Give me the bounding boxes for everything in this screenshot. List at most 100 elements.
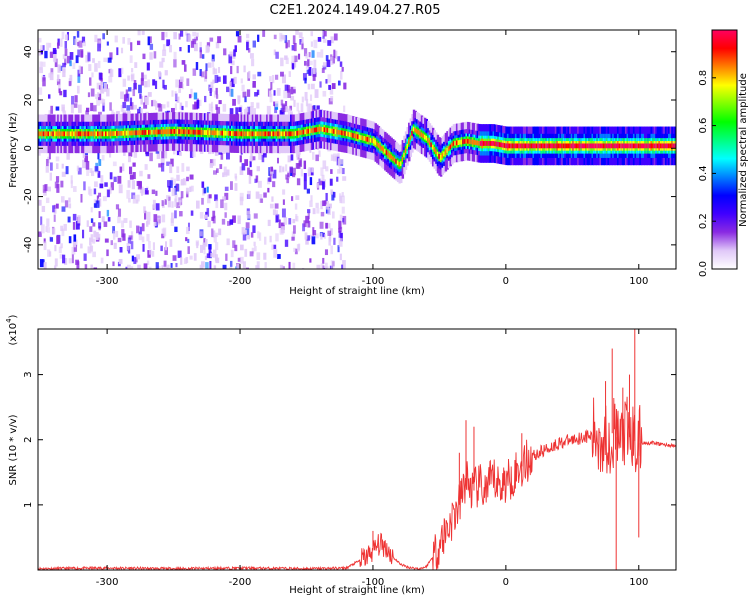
heatmap-ridge-cell — [647, 143, 650, 149]
heatmap-speckle — [190, 88, 193, 98]
heatmap-ridge-cell — [460, 139, 464, 145]
heatmap-speckle — [82, 151, 86, 159]
heatmap-speckle — [101, 154, 105, 161]
heatmap-speckle — [132, 195, 137, 204]
heatmap-speckle — [66, 55, 71, 64]
heatmap-ridge-cell — [89, 131, 92, 137]
heatmap-ridge-cell — [321, 126, 325, 132]
heatmap-speckle — [199, 69, 202, 77]
heatmap-speckle — [201, 197, 204, 205]
heatmap-speckle — [186, 166, 190, 172]
heatmap-speckle — [237, 35, 242, 43]
heatmap-speckle — [186, 78, 190, 86]
heatmap-speckle — [54, 258, 58, 267]
heatmap-ridge-cell — [534, 143, 537, 149]
snr-line — [38, 396, 676, 570]
heatmap-speckle — [93, 267, 98, 269]
heatmap-ridge-cell — [230, 131, 234, 136]
heatmap-speckle — [303, 48, 308, 57]
heatmap-speckle — [275, 210, 279, 216]
heatmap-speckle — [335, 50, 338, 60]
heatmap-speckle — [169, 238, 173, 247]
heatmap-speckle — [171, 90, 174, 97]
heatmap-ridge-cell — [74, 131, 78, 137]
heatmap-ridge-cell — [294, 131, 298, 136]
heatmap-speckle — [279, 228, 284, 235]
heatmap-ridge-cell — [315, 127, 318, 133]
heatmap-speckle — [181, 163, 185, 172]
heatmap-speckle — [341, 192, 344, 198]
heatmap-speckle — [170, 218, 174, 226]
heatmap-speckle — [226, 86, 230, 93]
heatmap-ridge-cell — [615, 143, 618, 149]
heatmap-ridge-cell — [178, 129, 181, 134]
heatmap-speckle — [57, 64, 61, 73]
heatmap-speckle — [121, 229, 125, 238]
heatmap-speckle — [73, 103, 78, 108]
heatmap-speckle — [148, 266, 152, 269]
heatmap-ridge-cell — [192, 129, 196, 135]
heatmap-speckle — [100, 77, 103, 85]
heatmap-speckle — [243, 65, 246, 73]
heatmap-speckle — [320, 167, 324, 176]
heatmap-ridge-cell — [170, 129, 173, 134]
heatmap-ridge-cell — [543, 143, 547, 149]
heatmap-ridge-cell — [191, 129, 194, 135]
heatmap-speckle — [187, 238, 190, 244]
heatmap-speckle — [305, 98, 309, 107]
heatmap-speckle — [257, 180, 262, 188]
heatmap-speckle — [161, 57, 165, 63]
heatmap-speckle — [176, 202, 181, 209]
heatmap-speckle — [212, 215, 216, 224]
heatmap-speckle — [147, 174, 151, 179]
heatmap-ridge-cell — [498, 142, 502, 148]
heatmap-speckle — [259, 232, 262, 241]
heatmap-speckle — [92, 222, 96, 227]
heatmap-ridge-cell — [467, 138, 470, 144]
heatmap-speckle — [132, 162, 136, 167]
heatmap-speckle — [284, 35, 288, 44]
heatmap-ridge-cell — [242, 131, 245, 137]
heatmap-speckle — [52, 228, 56, 235]
heatmap-ridge-cell — [431, 144, 435, 150]
heatmap-speckle — [304, 91, 308, 101]
heatmap-speckle — [309, 200, 313, 208]
heatmap-speckle — [240, 244, 244, 251]
heatmap-ridge-cell — [312, 127, 315, 133]
heatmap-speckle — [245, 267, 249, 269]
heatmap-speckle — [241, 84, 245, 91]
heatmap-speckle — [126, 110, 131, 115]
heatmap-ridge-cell — [104, 131, 108, 137]
heatmap-speckle — [135, 257, 138, 263]
heatmap-speckle — [145, 221, 149, 227]
heatmap-speckle — [284, 84, 289, 91]
heatmap-speckle — [170, 212, 174, 219]
heatmap-speckle — [234, 244, 238, 252]
heatmap-speckle — [230, 88, 234, 97]
heatmap-speckle — [161, 150, 165, 160]
heatmap-speckle — [151, 250, 155, 257]
heatmap-ridge-cell — [589, 143, 593, 149]
heatmap-speckle — [131, 180, 135, 190]
heatmap-speckle — [72, 240, 77, 248]
heatmap-speckle — [187, 34, 192, 42]
heatmap-ridge-cell — [42, 131, 46, 137]
heatmap-speckle — [269, 235, 272, 243]
heatmap-speckle — [277, 254, 281, 259]
heatmap-speckle — [106, 209, 110, 217]
heatmap-speckle — [285, 101, 288, 110]
heatmap-ridge-cell — [360, 135, 363, 140]
heatmap-speckle — [244, 96, 247, 103]
heatmap-speckle — [113, 242, 117, 249]
x-tick-label: -300 — [96, 276, 119, 287]
heatmap-speckle — [310, 195, 313, 202]
heatmap-speckle — [140, 108, 143, 117]
heatmap-speckle — [140, 190, 144, 196]
heatmap-speckle — [314, 89, 319, 98]
heatmap-speckle — [164, 266, 168, 269]
heatmap-ridge-cell — [175, 129, 178, 134]
heatmap-ridge-cell — [369, 137, 373, 143]
heatmap-ridge-cell — [189, 129, 192, 135]
heatmap-speckle — [56, 42, 60, 49]
heatmap-ridge-cell — [656, 143, 660, 149]
